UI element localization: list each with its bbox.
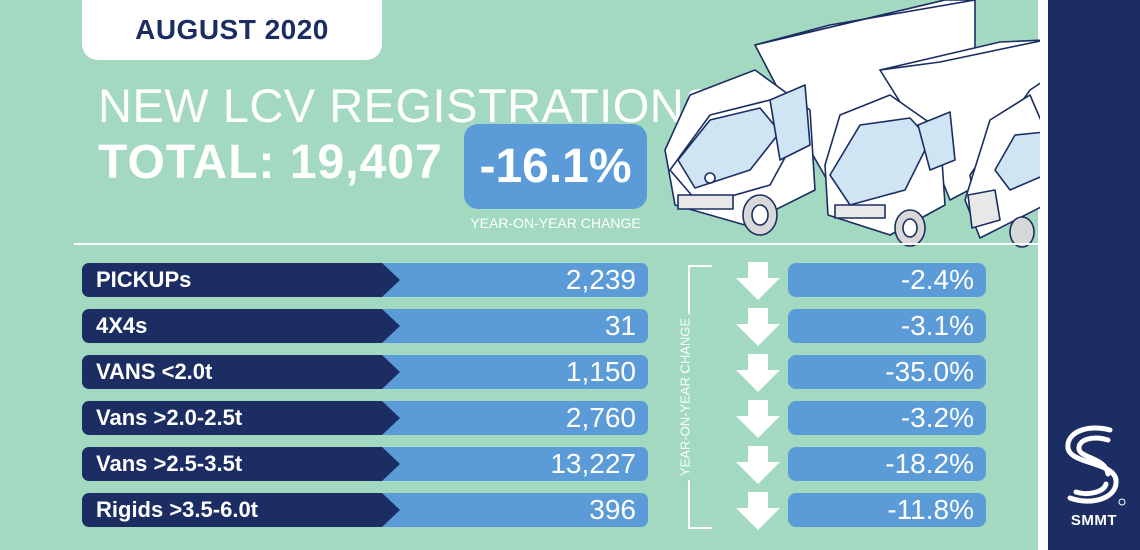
section-divider	[74, 243, 1038, 245]
table-row: 1,150 VANS <2.0t	[82, 355, 648, 389]
row-label: Vans >2.0-2.5t	[96, 405, 243, 430]
page-title: NEW LCV REGISTRATIONS	[98, 79, 717, 132]
down-arrow-icon	[736, 446, 780, 484]
total-change-value: -16.1%	[479, 140, 632, 193]
yoy-change-box: -35.0%	[788, 355, 986, 389]
total-change-badge: -16.1%	[464, 124, 647, 209]
yoy-change-box: -11.8%	[788, 493, 986, 527]
row-value-cell: 2,760	[382, 401, 648, 435]
table-row: 396 Rigids >3.5-6.0t	[82, 493, 648, 527]
month-label: AUGUST 2020	[135, 14, 329, 45]
row-value: 31	[604, 310, 636, 341]
yoy-change-box: -3.1%	[788, 309, 986, 343]
row-value: 2,239	[565, 264, 636, 295]
yoy-change-box: -18.2%	[788, 447, 986, 481]
down-arrow-icon	[736, 308, 780, 346]
down-arrow-icon	[736, 262, 780, 300]
row-value-cell: 396	[382, 493, 648, 527]
yoy-change-value: -2.4%	[900, 264, 974, 295]
yoy-change-box: -2.4%	[788, 263, 986, 297]
yoy-change-value: -18.2%	[885, 448, 974, 479]
row-label-cell	[82, 447, 400, 481]
divider-strip	[1038, 0, 1048, 550]
row-value-cell: 1,150	[382, 355, 648, 389]
table-row: 31 4X4s	[82, 309, 648, 343]
row-value-cell: 2,239	[382, 263, 648, 297]
yoy-side-label: YEAR-ON-YEAR CHANGE	[677, 313, 693, 481]
yoy-change-value: -11.8%	[887, 494, 974, 525]
row-value: 396	[589, 494, 636, 525]
row-label-cell	[82, 355, 400, 389]
row-label-cell	[82, 309, 400, 343]
down-arrow-icon	[736, 400, 780, 438]
row-label: Rigids >3.5-6.0t	[96, 497, 259, 522]
row-value: 1,150	[565, 356, 636, 387]
row-label: VANS <2.0t	[96, 359, 213, 384]
table-row: 13,227 Vans >2.5-3.5t	[82, 447, 648, 481]
down-arrow-icon	[736, 354, 780, 392]
smmt-logo-icon	[1065, 425, 1126, 506]
yoy-change-box: -3.2%	[788, 401, 986, 435]
total-line: TOTAL: 19,407	[98, 135, 443, 190]
row-label: 4X4s	[96, 313, 148, 338]
row-value-cell: 31	[382, 309, 648, 343]
yoy-change-value: -35.0%	[885, 356, 974, 387]
row-label-cell	[82, 263, 400, 297]
yoy-change-value: -3.1%	[900, 310, 974, 341]
down-arrow-icon	[736, 492, 780, 530]
total-value: 19,407	[289, 136, 443, 189]
table-row: 2,239 PICKUPs	[82, 263, 648, 297]
yoy-change-value: -3.2%	[900, 402, 974, 433]
row-value: 2,760	[565, 402, 636, 433]
table-row: 2,760 Vans >2.0-2.5t	[82, 401, 648, 435]
row-label-cell	[82, 493, 400, 527]
row-value-cell: 13,227	[382, 447, 648, 481]
row-value: 13,227	[550, 448, 636, 479]
total-change-caption: YEAR-ON-YEAR CHANGE	[470, 215, 641, 231]
row-label: PICKUPs	[96, 267, 192, 292]
lcv-vehicles-illustration	[664, 0, 1040, 248]
total-label: TOTAL:	[98, 136, 276, 189]
row-label-cell	[82, 401, 400, 435]
month-badge: AUGUST 2020	[82, 0, 382, 60]
smmt-logo-text: SMMT	[1070, 512, 1118, 529]
row-label: Vans >2.5-3.5t	[96, 451, 243, 476]
